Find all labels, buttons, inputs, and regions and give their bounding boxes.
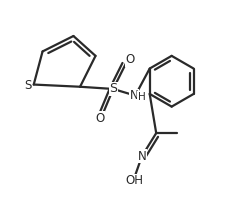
Text: N: N [130, 89, 139, 102]
Text: N: N [137, 150, 146, 163]
Text: O: O [125, 53, 134, 66]
Text: S: S [109, 82, 117, 95]
Text: H: H [138, 92, 145, 102]
Text: S: S [25, 79, 32, 92]
Text: OH: OH [125, 174, 143, 187]
Text: O: O [95, 112, 105, 125]
